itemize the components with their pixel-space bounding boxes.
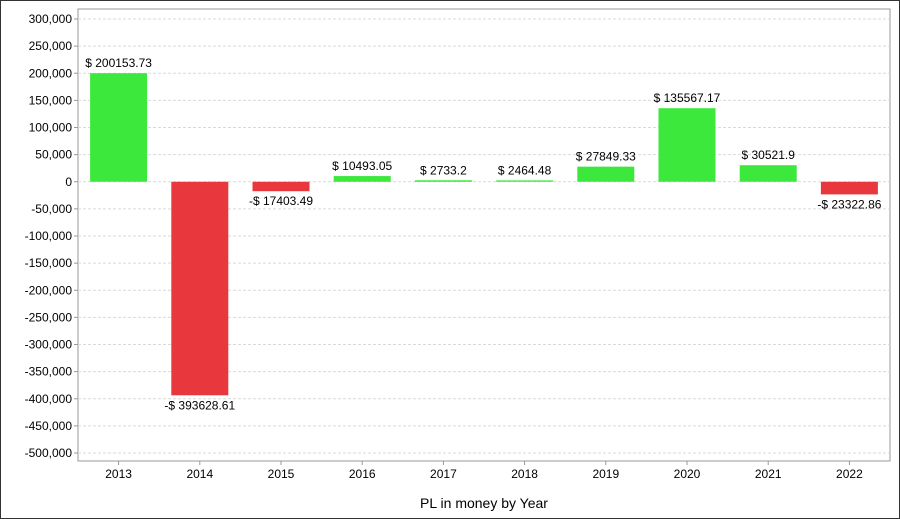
x-axis-title: PL in money by Year bbox=[420, 495, 548, 511]
data-label-2021: $ 30521.9 bbox=[742, 148, 796, 162]
bar-2013 bbox=[90, 73, 148, 182]
x-tick-label-2020: 2020 bbox=[674, 467, 701, 481]
bar-2019 bbox=[577, 166, 635, 182]
x-tick-label-2021: 2021 bbox=[755, 467, 782, 481]
y-tick-label: 50,000 bbox=[35, 148, 72, 162]
y-tick-label: -50,000 bbox=[31, 202, 72, 216]
bar-2022 bbox=[820, 181, 878, 195]
bar-2016 bbox=[333, 176, 391, 182]
bar-2020 bbox=[658, 108, 716, 182]
bar-2015 bbox=[252, 181, 310, 192]
data-label-2013: $ 200153.73 bbox=[85, 56, 152, 70]
y-tick-label: -200,000 bbox=[25, 283, 73, 297]
y-tick-label: -350,000 bbox=[25, 365, 73, 379]
bar-2021 bbox=[739, 165, 797, 182]
data-label-2022: -$ 23322.86 bbox=[817, 197, 881, 211]
bar-2017 bbox=[414, 180, 472, 182]
axes bbox=[74, 18, 850, 465]
y-tick-label: -300,000 bbox=[25, 338, 73, 352]
y-tick-label: 200,000 bbox=[29, 66, 73, 80]
x-tick-label-2015: 2015 bbox=[268, 467, 295, 481]
data-label-2020: $ 135567.17 bbox=[654, 91, 721, 105]
y-tick-label: 300,000 bbox=[29, 12, 73, 26]
data-label-2014: -$ 393628.61 bbox=[164, 398, 235, 412]
x-tick-label-2014: 2014 bbox=[186, 467, 213, 481]
y-tick-label: -250,000 bbox=[25, 310, 73, 324]
y-tick-label: -500,000 bbox=[25, 446, 73, 460]
x-tick-label-2016: 2016 bbox=[349, 467, 376, 481]
y-tick-label: 150,000 bbox=[29, 93, 73, 107]
data-label-2017: $ 2733.2 bbox=[420, 163, 467, 177]
y-tick-label: -150,000 bbox=[25, 256, 73, 270]
bar-2018 bbox=[496, 180, 554, 182]
y-tick-label: 250,000 bbox=[29, 39, 73, 53]
data-label-2015: -$ 17403.49 bbox=[249, 194, 313, 208]
bar-2014 bbox=[171, 181, 229, 396]
data-label-2018: $ 2464.48 bbox=[498, 163, 552, 177]
x-tick-label-2019: 2019 bbox=[592, 467, 619, 481]
y-tick-label: 0 bbox=[65, 175, 72, 189]
x-tick-label-2013: 2013 bbox=[105, 467, 132, 481]
x-tick-label-2022: 2022 bbox=[836, 467, 863, 481]
labels: 300,000 250,000 200,000 150,000 100,000 50,00… bbox=[25, 12, 882, 481]
y-tick-label: -100,000 bbox=[25, 229, 73, 243]
x-tick-label-2018: 2018 bbox=[511, 467, 538, 481]
data-label-2019: $ 27849.33 bbox=[576, 150, 636, 164]
x-tick-label-2017: 2017 bbox=[430, 467, 457, 481]
y-tick-label: 100,000 bbox=[29, 121, 73, 135]
y-tick-label: -400,000 bbox=[25, 392, 73, 406]
y-tick-label: -450,000 bbox=[25, 419, 73, 433]
bars bbox=[90, 73, 878, 396]
data-label-2016: $ 10493.05 bbox=[332, 159, 392, 173]
